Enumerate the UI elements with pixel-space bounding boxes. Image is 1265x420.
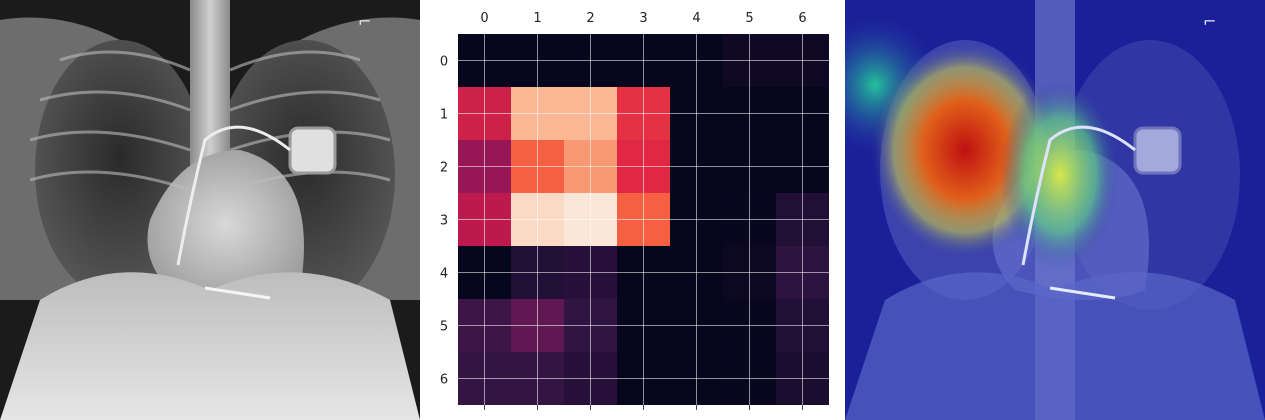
chest-xray-drawing — [0, 0, 420, 420]
orientation-marker-icon: ⌐ — [358, 12, 372, 31]
x-tick-label: 2 — [586, 11, 594, 26]
x-tick-label: 0 — [480, 11, 488, 26]
chest-xray-image: ⌐ — [0, 0, 420, 420]
x-tick-label: 1 — [533, 11, 541, 26]
attention-heatmap: 0 1 2 3 4 5 6 0 1 2 3 4 5 6 — [420, 0, 845, 420]
orientation-marker-icon: ⌐ — [1203, 12, 1217, 31]
y-tick-label: 6 — [440, 373, 448, 388]
y-tick-label: 0 — [440, 55, 448, 70]
y-tick-label: 2 — [440, 161, 448, 176]
y-tick-label: 4 — [440, 267, 448, 282]
x-tick-label: 5 — [745, 11, 753, 26]
x-tick-label: 6 — [798, 11, 806, 26]
xray-heatmap-overlay: ⌐ — [845, 0, 1265, 420]
y-tick-label: 3 — [440, 214, 448, 229]
y-tick-label: 1 — [440, 108, 448, 123]
x-tick-label: 3 — [639, 11, 647, 26]
x-tick-label: 4 — [692, 11, 700, 26]
heatmap-chart: 0 1 2 3 4 5 6 0 1 2 3 4 5 6 — [440, 11, 829, 410]
overlay-drawing — [845, 0, 1265, 420]
y-tick-label: 5 — [440, 320, 448, 335]
